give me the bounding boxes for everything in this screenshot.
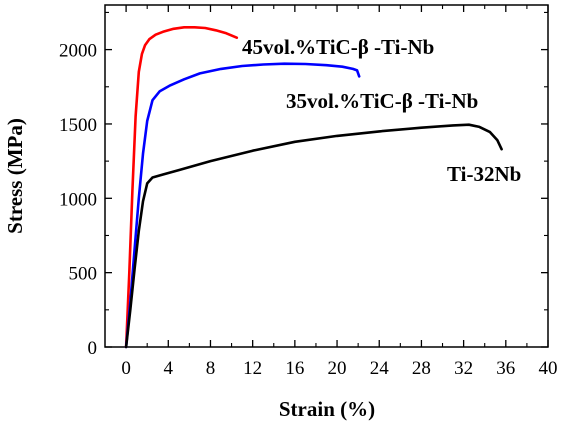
series-lines: [124, 25, 503, 349]
series-label-45tic: 45vol.%TiC-β -Ti-Nb: [242, 35, 434, 59]
axis-ticks: [105, 5, 549, 348]
y-tick-label: 500: [69, 264, 98, 285]
x-tick-label: 4: [164, 358, 174, 379]
x-tick-label: 36: [496, 358, 515, 379]
tick-labels: 0 4 8 12 16 20 24 28 32 36 40 0 500 1000 1500 2000: [59, 41, 558, 379]
x-tick-label: 0: [121, 358, 131, 379]
series-line-1: [124, 62, 361, 349]
plot-frame: [104, 4, 549, 348]
y-tick-label: 1500: [59, 115, 97, 136]
y-tick-label: 2000: [59, 41, 97, 62]
y-tick-label: 0: [88, 338, 98, 359]
x-tick-label: 8: [206, 358, 216, 379]
x-tick-label: 20: [328, 358, 347, 379]
y-axis-title: Stress (MPa): [3, 118, 27, 234]
x-tick-label: 40: [539, 358, 558, 379]
x-tick-label: 28: [412, 358, 431, 379]
x-tick-label: 12: [243, 358, 262, 379]
x-tick-label: 16: [285, 358, 304, 379]
x-tick-label: 32: [454, 358, 473, 379]
series-line-2: [124, 123, 503, 349]
series-line-0: [124, 25, 239, 349]
x-axis-title: Strain (%): [279, 397, 375, 421]
series-label-35tic: 35vol.%TiC-β -Ti-Nb: [286, 89, 478, 113]
y-tick-label: 1000: [59, 189, 97, 210]
x-tick-label: 24: [370, 358, 390, 379]
series-label-ti32nb: Ti-32Nb: [447, 162, 521, 186]
